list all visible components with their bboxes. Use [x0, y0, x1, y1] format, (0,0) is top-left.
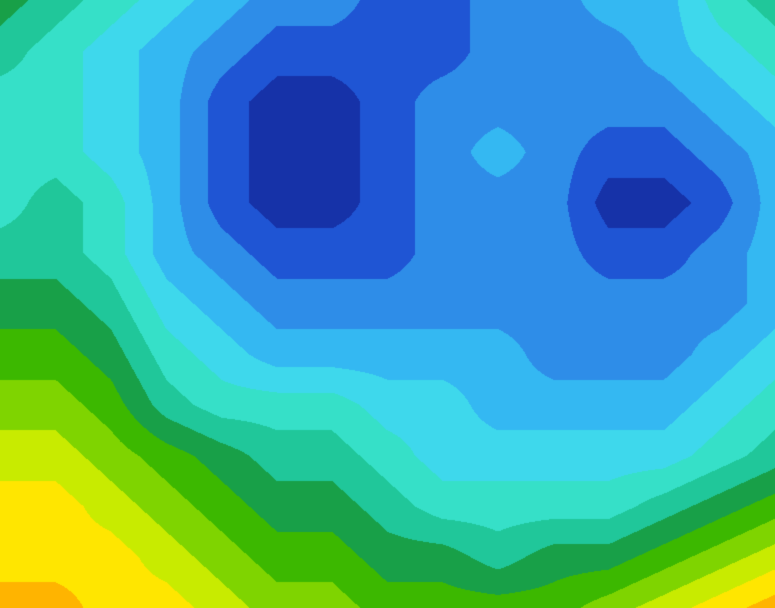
contour-heatmap — [0, 0, 775, 608]
